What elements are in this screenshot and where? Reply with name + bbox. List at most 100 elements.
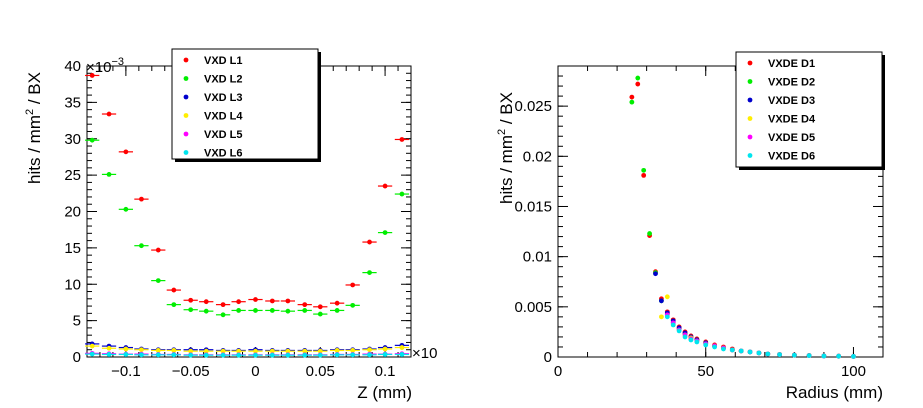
- data-point: [641, 172, 647, 178]
- left-y-tick-label: 40: [64, 58, 81, 75]
- data-point: [635, 81, 641, 87]
- data-point: [647, 231, 652, 236]
- data-point: [285, 308, 291, 314]
- legend-marker: [183, 150, 189, 155]
- data-point: [123, 346, 129, 352]
- data-point: [220, 312, 226, 318]
- data-point: [317, 304, 323, 310]
- data-point: [171, 348, 177, 353]
- left-y-tick-label: 20: [64, 204, 81, 221]
- legend-entry-label: VXD L5: [204, 129, 243, 141]
- legend-marker: [747, 153, 753, 158]
- data-point: [203, 308, 209, 314]
- data-point: [399, 137, 405, 142]
- right-y-tick-label: 0.025: [514, 98, 552, 115]
- left-series-2: [85, 137, 410, 318]
- legend-marker: [183, 131, 189, 137]
- right-plot-frame: [557, 65, 884, 358]
- left-x-tick-label: 0.05: [306, 363, 335, 380]
- data-point: [285, 298, 291, 304]
- right-x-tick-label: 100: [841, 363, 866, 380]
- data-point: [236, 352, 242, 358]
- data-point: [236, 299, 242, 305]
- legend-entry-label: VXD L6: [204, 148, 243, 160]
- left-plot: hits / mm2 / BX Z (mm) ×10−3 ×10: [24, 56, 437, 402]
- data-point: [334, 352, 340, 358]
- data-point: [123, 206, 129, 212]
- data-point: [334, 308, 340, 313]
- data-point: [171, 287, 177, 293]
- legend-entry-label: VXDE D5: [768, 132, 815, 144]
- data-point: [821, 353, 827, 359]
- legend-entry-label: VXDE D2: [768, 77, 815, 89]
- left-xlabel: Z (mm): [357, 383, 412, 402]
- data-point: [399, 345, 405, 350]
- data-point: [350, 348, 356, 353]
- data-point: [139, 352, 144, 358]
- data-point: [382, 346, 388, 352]
- data-point: [806, 353, 812, 358]
- data-point: [670, 322, 676, 328]
- right-ylabel: hits / mm2 / BX: [496, 92, 516, 204]
- data-point: [664, 314, 670, 320]
- legend-entry-label: VXD L3: [204, 92, 243, 104]
- left-y-tick-label: 5: [73, 313, 81, 330]
- data-point: [317, 311, 323, 317]
- data-point: [367, 270, 372, 276]
- data-point: [89, 73, 95, 78]
- data-point: [659, 314, 664, 320]
- legend-marker: [747, 60, 753, 66]
- left-series-1: [85, 73, 410, 310]
- left-x-tick-label: 0.1: [375, 363, 396, 380]
- legend-entry-label: VXDE D1: [768, 58, 815, 70]
- data-point: [269, 308, 275, 313]
- data-point: [106, 352, 112, 357]
- data-point: [220, 348, 226, 354]
- legend-entry-label: VXDE D6: [768, 151, 815, 163]
- data-point: [285, 348, 291, 354]
- data-point: [269, 352, 275, 358]
- data-point: [188, 307, 194, 313]
- data-point: [382, 230, 388, 235]
- data-point: [139, 243, 144, 249]
- data-point: [703, 342, 709, 348]
- data-point: [106, 171, 112, 177]
- right-y-tick-label: 0: [544, 349, 552, 366]
- data-point: [89, 137, 95, 143]
- right-y-tick-label: 0.01: [523, 249, 552, 266]
- data-point: [302, 302, 308, 308]
- data-point: [236, 308, 242, 313]
- right-xlabel: Radius (mm): [786, 383, 883, 402]
- right-y-tick-label: 0.02: [523, 148, 552, 165]
- right-y-tick-label: 0.015: [514, 198, 552, 215]
- left-y-multiplier: ×10−3: [86, 56, 124, 76]
- left-x-tick-label: −0.05: [172, 363, 210, 380]
- data-point: [302, 352, 308, 358]
- legend-marker: [183, 113, 189, 118]
- right-y-tick-label: 0.005: [514, 299, 552, 316]
- data-point: [399, 191, 405, 197]
- legend-marker: [183, 76, 189, 81]
- data-point: [688, 337, 694, 343]
- data-point: [302, 308, 308, 313]
- data-point: [729, 347, 735, 353]
- data-point: [302, 348, 308, 354]
- data-point: [367, 239, 372, 245]
- data-point: [188, 297, 194, 303]
- data-point: [188, 348, 194, 354]
- data-point: [635, 75, 641, 81]
- left-y-tick-label: 10: [64, 276, 81, 293]
- data-point: [285, 352, 291, 358]
- right-x-tick-label: 50: [697, 363, 714, 380]
- left-ylabel: hits / mm2 / BX: [24, 72, 44, 184]
- data-point: [382, 352, 388, 357]
- left-series-4: [85, 343, 410, 354]
- data-point: [155, 352, 161, 358]
- data-point: [350, 352, 356, 358]
- data-point: [155, 278, 161, 284]
- data-point: [171, 302, 177, 308]
